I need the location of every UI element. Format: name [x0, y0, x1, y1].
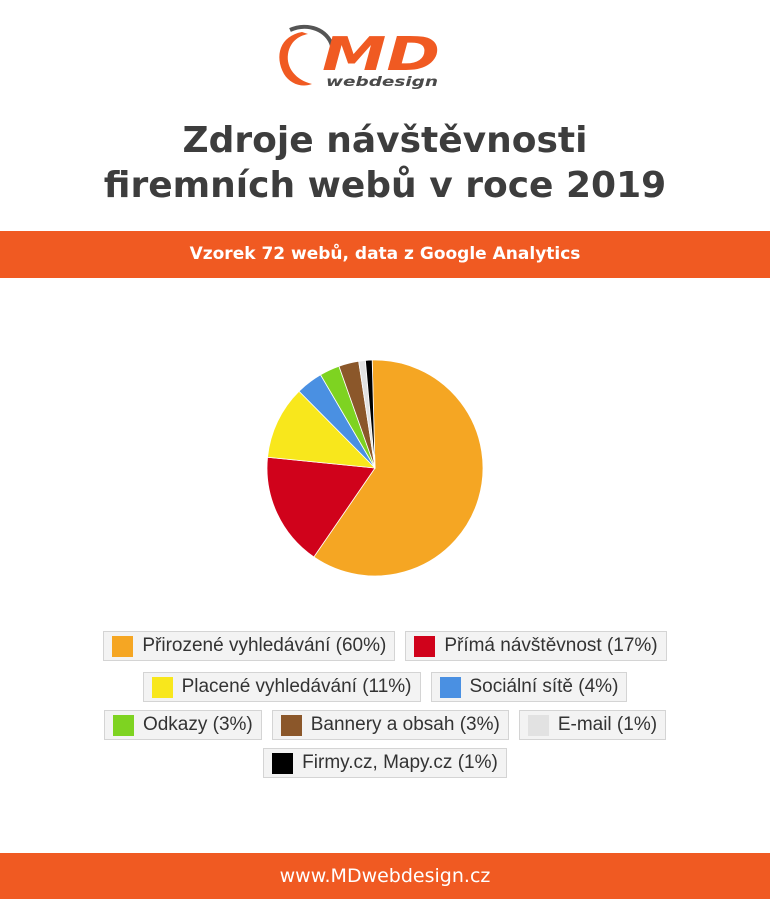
legend-label: E-mail (1%) [557, 714, 658, 735]
legend-row: Přirozené vyhledávání (60%) Přímá návštěv… [0, 631, 770, 661]
logo-swoosh-icon [279, 32, 312, 86]
legend-item: Sociální sítě (4%) [430, 672, 628, 702]
legend-item: Firmy.cz, Mapy.cz (1%) [263, 748, 507, 778]
legend-label: Odkazy (3%) [142, 714, 253, 735]
legend-swatch [151, 676, 173, 698]
legend-label: Bannery a obsah (3%) [310, 714, 500, 735]
pie-chart [266, 359, 484, 577]
pie-slice-0 [313, 359, 484, 577]
legend-item: Přímá návštěvnost (17%) [405, 631, 667, 661]
legend-label: Firmy.cz, Mapy.cz (1%) [302, 752, 498, 773]
pie-slice-2 [267, 390, 377, 469]
legend-item: Placené vyhledávání (11%) [142, 672, 421, 702]
legend-row: Placené vyhledávání (11%) Sociální sítě (… [0, 672, 770, 702]
legend-label: Sociální sítě (4%) [469, 676, 619, 697]
title-line-2: firemních webů v roce 2019 [103, 165, 667, 206]
title-line-1: Zdroje návštěvnosti [182, 120, 588, 161]
legend-row: Odkazy (3%) Bannery a obsah (3%) E-mail (1… [0, 710, 770, 740]
footer-url[interactable]: www.MDwebdesign.cz [279, 865, 491, 887]
legend-label: Placené vyhledávání (11%) [181, 676, 412, 697]
legend-item: Odkazy (3%) [103, 710, 262, 740]
legend-row: Firmy.cz, Mapy.cz (1%) [0, 748, 770, 778]
logo-arc-icon [289, 24, 334, 47]
legend-swatch [112, 635, 134, 657]
legend-item: Přirozené vyhledávání (60%) [103, 631, 396, 661]
pie-slice-7 [364, 359, 376, 469]
logo-main-text: MD [322, 27, 440, 81]
legend-swatch [439, 676, 461, 698]
logo-sub-text: webdesign [326, 75, 438, 90]
legend-label: Přirozené vyhledávání (60%) [142, 635, 387, 656]
footer-band: www.MDwebdesign.cz [0, 853, 770, 899]
legend-swatch [112, 714, 134, 736]
legend-item: E-mail (1%) [518, 710, 667, 740]
pie-slice-1 [266, 456, 376, 558]
subtitle-band: Vzorek 72 webů, data z Google Analytics [0, 231, 770, 278]
md-webdesign-logo: MD webdesign [279, 24, 440, 90]
legend-item: Bannery a obsah (3%) [271, 710, 509, 740]
page-title: Zdroje návštěvnosti firemních webů v roc… [0, 118, 770, 208]
legend-swatch [272, 752, 294, 774]
legend-swatch [414, 635, 436, 657]
legend-label: Přímá návštěvnost (17%) [444, 635, 658, 656]
subtitle-text: Vzorek 72 webů, data z Google Analytics [189, 244, 581, 264]
legend-swatch [527, 714, 549, 736]
legend-swatch [280, 714, 302, 736]
